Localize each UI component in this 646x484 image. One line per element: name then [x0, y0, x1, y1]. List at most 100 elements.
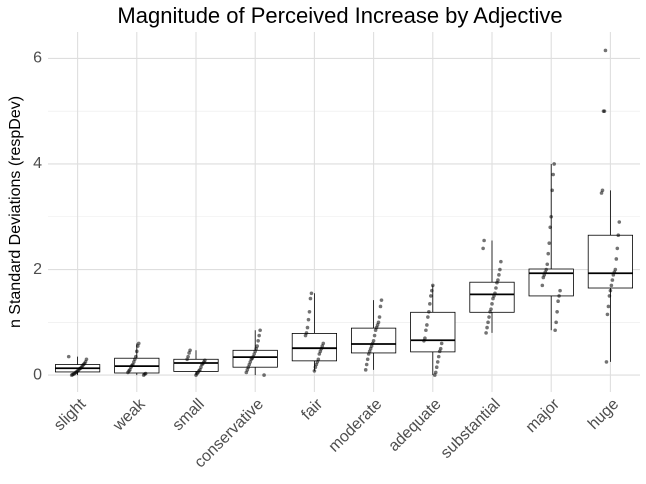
point	[485, 325, 489, 330]
point	[427, 309, 431, 314]
point	[194, 373, 198, 377]
point	[425, 323, 429, 327]
point	[608, 288, 613, 293]
y-tick-label: 2	[33, 261, 42, 278]
box	[587, 234, 634, 289]
point	[490, 302, 494, 306]
point	[439, 341, 444, 346]
box	[173, 358, 219, 372]
point	[553, 328, 557, 333]
point	[548, 225, 553, 230]
y-axis-label: n Standard Deviations (respDev)	[7, 96, 24, 328]
point	[303, 333, 308, 338]
point	[429, 294, 433, 298]
point	[599, 191, 604, 195]
point	[606, 304, 611, 309]
point	[609, 283, 614, 288]
x-tick-label: moderate	[326, 396, 386, 456]
point	[558, 288, 562, 293]
point	[432, 373, 437, 377]
point	[487, 315, 491, 319]
point	[424, 328, 428, 333]
point	[617, 220, 622, 224]
point	[256, 338, 260, 343]
point	[495, 280, 499, 285]
point	[437, 349, 442, 354]
x-tick-label: huge	[585, 396, 622, 433]
point	[557, 294, 561, 298]
point	[313, 365, 318, 369]
box	[291, 333, 338, 362]
point	[547, 241, 552, 245]
point	[309, 291, 314, 296]
point	[610, 278, 615, 282]
x-tick-label: slight	[51, 395, 90, 434]
point	[135, 349, 139, 354]
point	[615, 246, 620, 251]
chart-title: Magnitude of Perceived Increase by Adjec…	[117, 3, 562, 28]
point	[126, 370, 130, 375]
point	[308, 296, 313, 301]
point	[434, 365, 439, 369]
point	[481, 246, 485, 251]
box	[410, 311, 456, 353]
point	[604, 360, 609, 364]
point	[378, 304, 383, 309]
x-tick-label: fair	[298, 395, 326, 423]
point	[482, 238, 486, 243]
point	[262, 373, 266, 377]
point	[488, 309, 492, 314]
point	[379, 298, 384, 302]
point	[436, 354, 441, 359]
point	[135, 344, 140, 348]
point	[307, 309, 312, 314]
point	[435, 360, 440, 364]
point	[366, 352, 371, 356]
point	[317, 352, 322, 356]
point	[552, 162, 556, 166]
point	[549, 214, 553, 219]
point	[551, 172, 555, 177]
point	[607, 294, 612, 298]
point	[546, 251, 551, 256]
y-tick-label: 6	[33, 50, 42, 67]
point	[187, 351, 191, 355]
point	[373, 328, 378, 333]
point	[499, 259, 503, 264]
point	[540, 283, 545, 288]
point	[312, 369, 317, 373]
point	[541, 275, 546, 280]
point	[258, 328, 262, 333]
point	[66, 354, 71, 359]
point	[498, 267, 502, 272]
point	[372, 333, 377, 338]
point	[69, 373, 74, 377]
point	[377, 315, 382, 319]
point	[486, 320, 490, 325]
point	[430, 288, 434, 293]
point	[605, 312, 610, 317]
point	[491, 296, 495, 301]
point	[614, 257, 619, 261]
point	[305, 325, 310, 330]
point	[484, 331, 488, 335]
point	[556, 299, 560, 304]
point	[364, 362, 369, 367]
point	[555, 309, 559, 314]
point	[603, 48, 608, 53]
point	[545, 262, 550, 267]
point	[185, 357, 189, 362]
x-tick-label: adequate	[385, 396, 444, 455]
x-tick-label: weak	[109, 395, 149, 435]
point	[616, 233, 621, 238]
x-tick-label: major	[523, 395, 564, 436]
point	[494, 286, 498, 290]
point	[431, 283, 435, 288]
point	[426, 315, 430, 319]
point	[497, 273, 501, 277]
point	[306, 317, 311, 322]
y-tick-label: 4	[33, 155, 42, 172]
point	[550, 188, 554, 193]
